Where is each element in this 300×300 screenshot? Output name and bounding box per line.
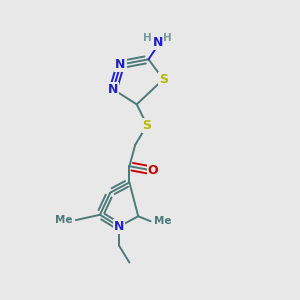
- Text: N: N: [152, 36, 163, 49]
- Text: Me: Me: [154, 216, 171, 226]
- Text: H: H: [163, 33, 172, 43]
- Text: S: S: [142, 119, 152, 132]
- Text: H: H: [143, 33, 152, 43]
- Text: N: N: [108, 83, 119, 96]
- Text: Me: Me: [56, 215, 73, 225]
- Text: N: N: [116, 58, 126, 71]
- Text: S: S: [159, 73, 168, 86]
- Text: N: N: [114, 220, 124, 233]
- Text: O: O: [148, 164, 158, 177]
